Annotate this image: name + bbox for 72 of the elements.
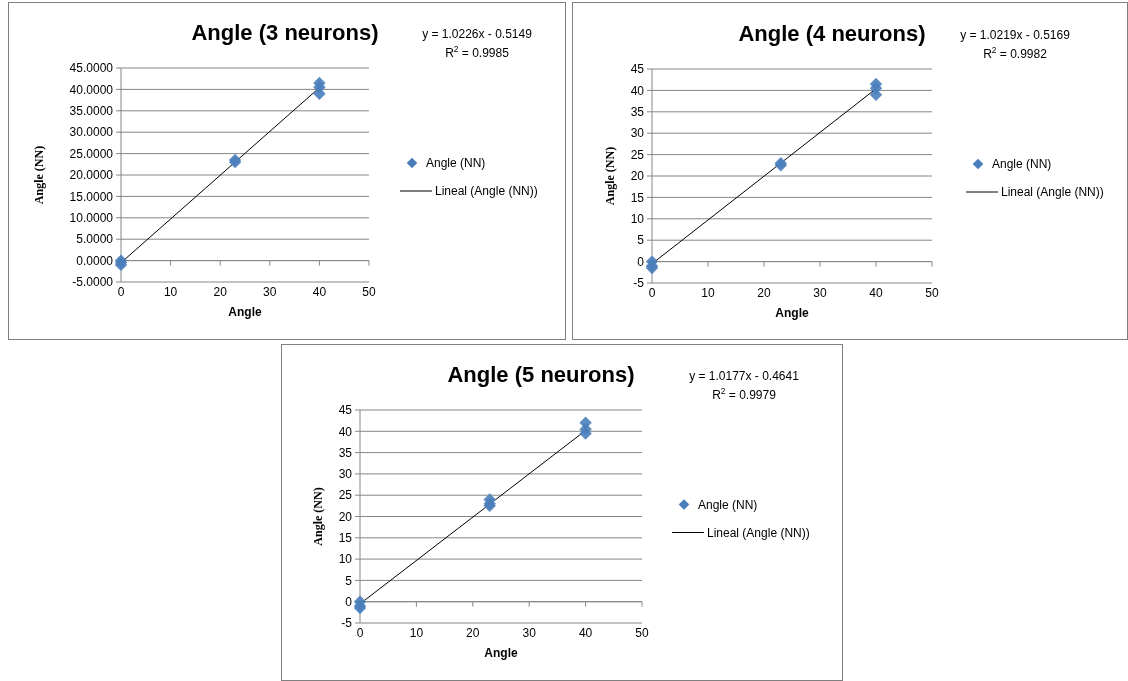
x-tick-label: 30 (522, 625, 537, 640)
chart-title: Angle (3 neurons) (191, 20, 379, 45)
y-tick-label: 40 (630, 83, 645, 98)
y-tick-label: 25.0000 (69, 146, 114, 161)
y-tick-label: 35 (630, 105, 645, 119)
x-axis-title: Angle (228, 305, 262, 319)
text: R$^{2}$ = 0.9979 (712, 386, 777, 402)
x-axis-title: Angle (484, 646, 518, 660)
x-tick-label: 10 (701, 285, 715, 300)
y-tick-label: 25 (338, 488, 353, 503)
y-tick-label: 15.0000 (69, 189, 114, 204)
y-axis-title: Angle (NN) (311, 487, 325, 546)
y-tick-label: 5 (345, 573, 353, 588)
y-tick-label: 20 (338, 509, 353, 524)
x-tick-label: 40 (312, 284, 327, 299)
legend-label: Lineal (Angle (NN)) (707, 525, 810, 540)
y-tick-label: 40 (338, 424, 353, 439)
legend-label: Lineal (Angle (NN)) (435, 184, 538, 199)
x-axis-title: Angle (775, 306, 809, 320)
x-tick-label: 50 (635, 625, 649, 640)
text: R$^{2}$ = 0.9982 (983, 45, 1048, 61)
legend-label: Angle (NN) (426, 156, 486, 171)
legend-label: Angle (NN) (992, 157, 1052, 172)
y-tick-label: 25 (630, 147, 645, 162)
y-tick-label: 30.0000 (69, 125, 114, 140)
x-tick-label: 40 (869, 285, 883, 300)
y-tick-label: 10 (338, 552, 353, 567)
y-tick-label: 20.0000 (69, 168, 114, 183)
chart-title: Angle (5 neurons) (447, 362, 635, 387)
x-tick-label: 10 (409, 625, 424, 640)
x-tick-label: 50 (925, 285, 939, 300)
x-tick-label: 40 (578, 625, 593, 640)
y-tick-label: -5.0000 (72, 275, 114, 290)
text: y = 1.0177x - 0.4641 (689, 369, 800, 383)
x-tick-label: 20 (466, 625, 480, 640)
x-tick-label: 30 (813, 285, 827, 300)
text: R$^{2}$ = 0.9985 (445, 44, 510, 60)
x-tick-label: 20 (213, 284, 228, 299)
y-tick-label: 30 (338, 467, 353, 482)
y-tick-label: 35.0000 (69, 104, 114, 118)
y-tick-label: 15 (630, 190, 645, 205)
y-tick-label: 0 (637, 254, 645, 269)
y-tick-label: 20 (630, 169, 645, 184)
x-tick-label: 20 (757, 285, 771, 300)
y-tick-label: -5 (341, 616, 353, 631)
y-tick-label: 40.0000 (69, 82, 114, 97)
y-tick-label: 35 (338, 445, 353, 460)
y-tick-label: 15 (338, 531, 353, 545)
x-tick-label: 10 (163, 284, 178, 299)
x-tick-label: 50 (362, 284, 376, 299)
legend-label: Lineal (Angle (NN)) (1001, 185, 1104, 200)
text: y = 1.0219x - 0.5169 (960, 28, 1071, 42)
y-tick-label: 0.0000 (76, 253, 114, 268)
y-tick-label: 45 (630, 62, 645, 77)
y-tick-label: 10 (630, 212, 645, 226)
x-tick-label: 0 (648, 285, 656, 300)
y-tick-label: 45.0000 (69, 61, 114, 76)
y-tick-label: 5 (637, 233, 645, 248)
x-tick-label: 0 (356, 625, 364, 640)
y-axis-title: Angle (NN) (32, 145, 46, 205)
y-tick-label: 30 (630, 126, 645, 141)
legend-label: Angle (NN) (698, 497, 758, 512)
y-tick-label: -5 (633, 276, 645, 291)
y-tick-label: 0 (345, 594, 353, 609)
x-tick-label: 0 (117, 284, 125, 299)
y-tick-label: 5.0000 (76, 232, 114, 247)
text: y = 1.0226x - 0.5149 (422, 27, 533, 41)
chart-title: Angle (4 neurons) (738, 21, 926, 46)
x-tick-label: 30 (263, 284, 277, 299)
y-tick-label: 10.0000 (69, 211, 114, 225)
y-tick-label: 45 (338, 403, 353, 418)
y-axis-title: Angle (NN) (603, 146, 617, 206)
